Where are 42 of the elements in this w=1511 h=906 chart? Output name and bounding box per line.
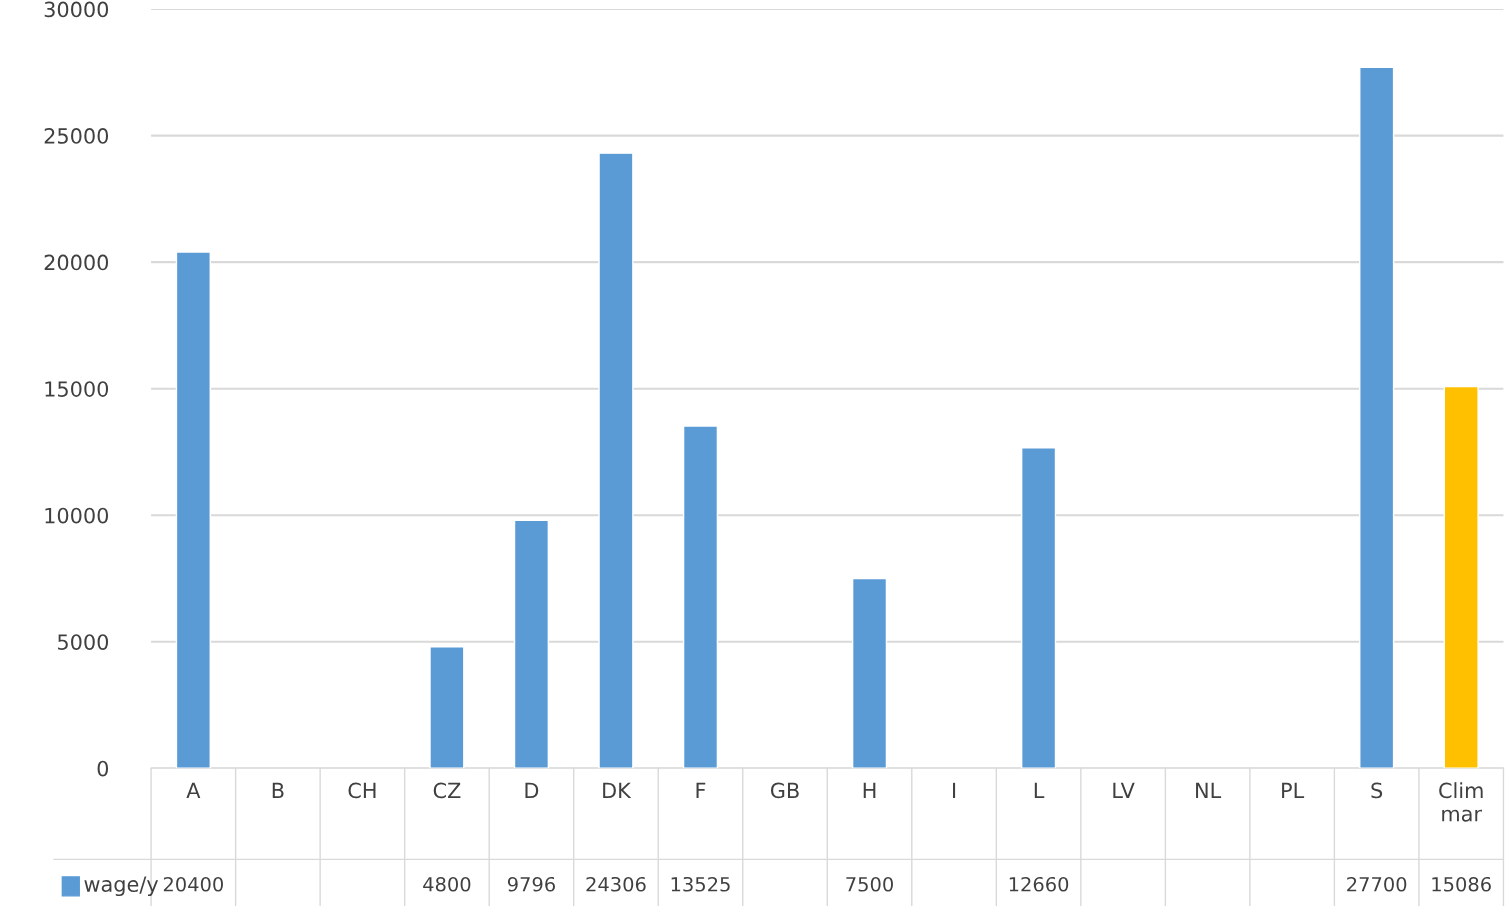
data-label: 20400 xyxy=(163,876,223,892)
data-label: 13525 xyxy=(671,876,730,892)
data-label: 15086 xyxy=(1432,876,1491,892)
y-tick-label: 30000 xyxy=(44,1,109,18)
data-label: 4800 xyxy=(423,876,471,892)
x-tick-label: CZ xyxy=(433,782,461,799)
legend-label: wage/y xyxy=(84,876,159,897)
bar xyxy=(175,251,211,769)
data-label: 7500 xyxy=(846,876,893,892)
y-tick-label: 10000 xyxy=(45,507,109,524)
y-tick-label: 25000 xyxy=(44,128,109,144)
data-label: 9796 xyxy=(507,876,555,892)
bar xyxy=(1359,66,1395,769)
x-tick-label: NL xyxy=(1196,782,1222,799)
bar xyxy=(1020,447,1057,769)
x-tick-label: D xyxy=(525,782,539,799)
data-label: 24306 xyxy=(586,876,646,892)
y-tick-label: 5000 xyxy=(58,634,109,650)
x-tick-label: L xyxy=(1034,782,1045,799)
bar xyxy=(1443,385,1479,769)
bar xyxy=(851,577,888,769)
x-tick-label: B xyxy=(272,782,284,799)
data-label: 27700 xyxy=(1347,876,1407,892)
x-tick-label: A xyxy=(186,782,201,799)
x-tick-label: I xyxy=(953,782,956,799)
x-tick-label: LV xyxy=(1113,782,1135,799)
y-tick-label: 0 xyxy=(97,760,109,777)
x-tick-label: DK xyxy=(603,782,632,799)
data-label: 12660 xyxy=(1009,876,1069,892)
bar xyxy=(682,425,719,769)
x-tick-label: GB xyxy=(770,782,799,799)
bar xyxy=(513,519,550,769)
bar xyxy=(598,152,634,769)
x-tick-label: S xyxy=(1371,782,1383,799)
y-tick-label: 15000 xyxy=(45,381,109,397)
x-tick-label: H xyxy=(863,782,876,799)
x-tick-label: PL xyxy=(1282,782,1305,799)
x-tick-label: CH xyxy=(348,782,376,799)
x-tick-label: F xyxy=(696,782,706,799)
bar xyxy=(429,646,465,769)
x-tick-label: Clim mar xyxy=(1439,782,1483,822)
y-tick-label: 20000 xyxy=(44,254,109,271)
